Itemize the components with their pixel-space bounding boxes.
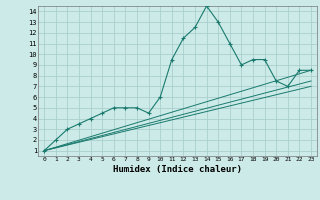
X-axis label: Humidex (Indice chaleur): Humidex (Indice chaleur)	[113, 165, 242, 174]
